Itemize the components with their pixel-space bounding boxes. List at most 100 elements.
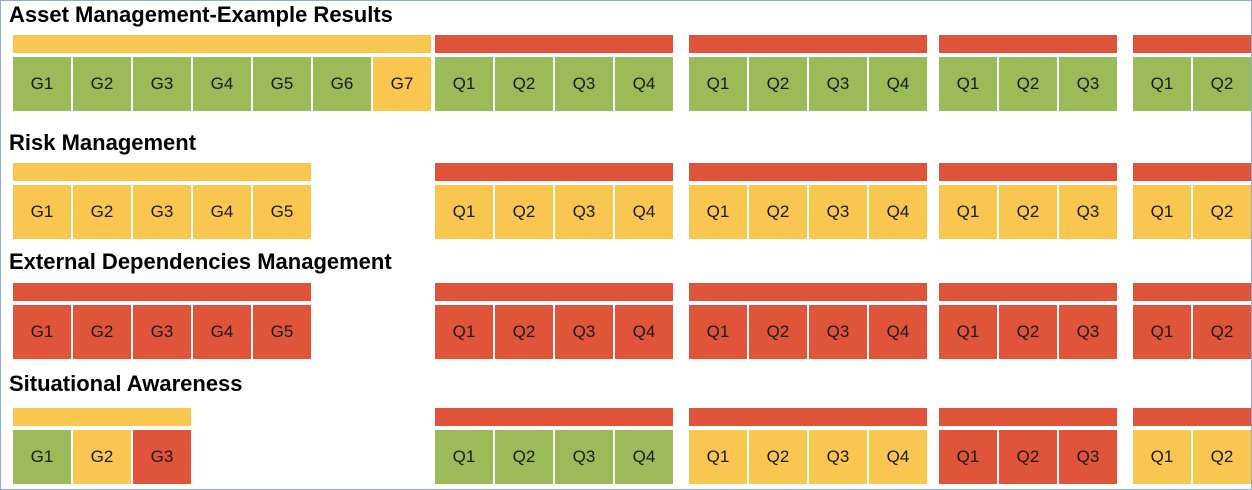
goal-cell-q4: Q4 [869, 430, 927, 484]
goal-cell-q2: Q2 [749, 185, 807, 239]
goal-cell-q2: Q2 [999, 185, 1057, 239]
goal-cell-g1: G1 [13, 430, 71, 484]
situational-awareness-group-2: Q1 Q2 Q3 Q4 [435, 408, 673, 484]
risk-management-group-5: Q1 Q2 [1133, 163, 1251, 239]
goal-cell-q3: Q3 [555, 185, 613, 239]
goal-cell-q1: Q1 [1133, 305, 1191, 359]
goal-cell-g5: G5 [253, 305, 311, 359]
goal-cell-q2: Q2 [749, 305, 807, 359]
situational-awareness-group-1: G1 G2 G3 [13, 408, 191, 484]
group-status-bar [13, 35, 431, 53]
goal-cell-q2: Q2 [1193, 305, 1251, 359]
asset-management-example-results-group-5: Q1 Q2 [1133, 35, 1251, 111]
goal-cell-q4: Q4 [615, 185, 673, 239]
external-dependencies-management-group-5: Q1 Q2 [1133, 283, 1251, 359]
section-title-risk-management: Risk Management [9, 130, 197, 155]
goal-cell-g3: G3 [133, 57, 191, 111]
goal-cell-q1: Q1 [689, 57, 747, 111]
goal-cell-q1: Q1 [939, 57, 997, 111]
goal-cell-q2: Q2 [1193, 430, 1251, 484]
group-status-bar [939, 408, 1117, 426]
goal-cell-q4: Q4 [869, 185, 927, 239]
risk-management-group-2: Q1 Q2 Q3 Q4 [435, 163, 673, 239]
goal-cell-g2: G2 [73, 57, 131, 111]
goal-cell-q1: Q1 [435, 57, 493, 111]
goal-cell-g2: G2 [73, 430, 131, 484]
goal-cell-q2: Q2 [999, 305, 1057, 359]
goal-cell-g7: G7 [373, 57, 431, 111]
goal-cell-q2: Q2 [999, 57, 1057, 111]
goal-cell-q3: Q3 [809, 185, 867, 239]
group-status-bar [689, 163, 927, 181]
group-status-bar [689, 283, 927, 301]
goal-cell-g5: G5 [253, 57, 311, 111]
goal-cell-g3: G3 [133, 430, 191, 484]
situational-awareness-group-3: Q1 Q2 Q3 Q4 [689, 408, 927, 484]
group-status-bar [939, 163, 1117, 181]
goal-cell-g4: G4 [193, 57, 251, 111]
goal-cell-q2: Q2 [999, 430, 1057, 484]
goal-cell-q1: Q1 [1133, 57, 1191, 111]
section-title-asset-management-example-results: Asset Management-Example Results [9, 2, 393, 27]
asset-management-example-results-group-1: G1 G2 G3 G4 G5 G6 G7 [13, 35, 431, 111]
goal-cell-q3: Q3 [555, 430, 613, 484]
goal-cell-g2: G2 [73, 185, 131, 239]
goal-cell-q1: Q1 [1133, 185, 1191, 239]
group-status-bar [689, 35, 927, 53]
group-status-bar [939, 283, 1117, 301]
goal-cell-q2: Q2 [749, 430, 807, 484]
goal-cell-g4: G4 [193, 305, 251, 359]
external-dependencies-management-group-2: Q1 Q2 Q3 Q4 [435, 283, 673, 359]
section-title-external-dependencies-management: External Dependencies Management [9, 249, 392, 274]
asset-management-example-results-group-2: Q1 Q2 Q3 Q4 [435, 35, 673, 111]
goal-cell-q3: Q3 [809, 305, 867, 359]
situational-awareness-group-4: Q1 Q2 Q3 [939, 408, 1117, 484]
goal-cell-q4: Q4 [615, 430, 673, 484]
goal-cell-q2: Q2 [495, 305, 553, 359]
goal-cell-q1: Q1 [939, 185, 997, 239]
group-status-bar [13, 283, 311, 301]
goal-cell-q1: Q1 [689, 305, 747, 359]
goal-cell-q1: Q1 [689, 430, 747, 484]
goal-cell-q2: Q2 [749, 57, 807, 111]
goal-cell-q3: Q3 [1059, 185, 1117, 239]
goal-cell-q1: Q1 [939, 430, 997, 484]
external-dependencies-management-group-1: G1 G2 G3 G4 G5 [13, 283, 311, 359]
goal-cell-g3: G3 [133, 185, 191, 239]
external-dependencies-management-group-4: Q1 Q2 Q3 [939, 283, 1117, 359]
goal-cell-q4: Q4 [869, 57, 927, 111]
group-status-bar [13, 408, 191, 426]
goal-cell-g2: G2 [73, 305, 131, 359]
group-status-bar [1133, 408, 1251, 426]
goal-cell-g1: G1 [13, 57, 71, 111]
goal-cell-q1: Q1 [435, 185, 493, 239]
goal-cell-q2: Q2 [1193, 57, 1251, 111]
goal-cell-q1: Q1 [1133, 430, 1191, 484]
asset-management-example-results-group-3: Q1 Q2 Q3 Q4 [689, 35, 927, 111]
situational-awareness-group-5: Q1 Q2 [1133, 408, 1251, 484]
group-status-bar [435, 283, 673, 301]
group-status-bar [13, 163, 311, 181]
goal-cell-q3: Q3 [555, 57, 613, 111]
risk-management-group-3: Q1 Q2 Q3 Q4 [689, 163, 927, 239]
goal-cell-q3: Q3 [555, 305, 613, 359]
goal-cell-q3: Q3 [1059, 305, 1117, 359]
goal-cell-q1: Q1 [435, 430, 493, 484]
group-status-bar [435, 408, 673, 426]
goal-cell-g1: G1 [13, 305, 71, 359]
goal-cell-q4: Q4 [615, 57, 673, 111]
goal-cell-q3: Q3 [809, 57, 867, 111]
goal-cell-q3: Q3 [1059, 430, 1117, 484]
group-status-bar [939, 35, 1117, 53]
goal-cell-q3: Q3 [809, 430, 867, 484]
goal-cell-g6: G6 [313, 57, 371, 111]
goal-cell-g3: G3 [133, 305, 191, 359]
goal-cell-q2: Q2 [495, 185, 553, 239]
goal-cell-q3: Q3 [1059, 57, 1117, 111]
risk-management-group-4: Q1 Q2 Q3 [939, 163, 1117, 239]
goal-cell-q1: Q1 [939, 305, 997, 359]
risk-management-group-1: G1 G2 G3 G4 G5 [13, 163, 311, 239]
section-title-situational-awareness: Situational Awareness [9, 371, 243, 396]
goal-cell-q2: Q2 [495, 430, 553, 484]
external-dependencies-management-group-3: Q1 Q2 Q3 Q4 [689, 283, 927, 359]
